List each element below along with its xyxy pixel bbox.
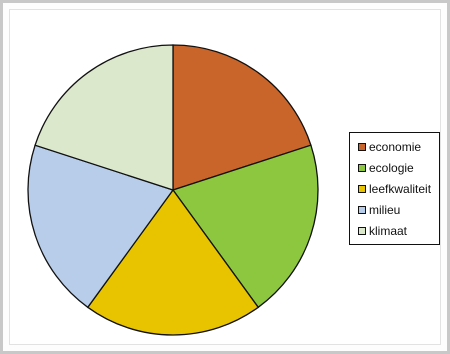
chart-legend: economie ecologie leefkwaliteit milieu klima…: [349, 132, 440, 245]
pie-slice-ecologie: [171, 144, 319, 309]
legend-swatch: [358, 226, 366, 235]
legend-swatch: [358, 163, 366, 172]
pie-slice-leefkwaliteit: [86, 188, 260, 336]
legend-item-milieu: milieu: [358, 200, 435, 219]
legend-swatch: [358, 184, 366, 193]
legend-item-leefkwaliteit: leefkwaliteit: [358, 179, 435, 198]
legend-swatch: [358, 142, 366, 151]
legend-label: milieu: [369, 202, 401, 217]
legend-label: klimaat: [369, 223, 408, 238]
legend-item-klimaat: klimaat: [358, 221, 435, 240]
legend-label: economie: [369, 139, 422, 154]
legend-swatch: [358, 205, 366, 214]
legend-item-ecologie: ecologie: [358, 158, 435, 177]
legend-label: leefkwaliteit: [369, 181, 432, 196]
legend-label: ecologie: [369, 160, 414, 175]
pie-slice-klimaat: [34, 44, 174, 191]
pie-slice-economie: [172, 44, 312, 191]
legend-item-economie: economie: [358, 137, 435, 156]
pie-slice-milieu: [27, 144, 175, 309]
